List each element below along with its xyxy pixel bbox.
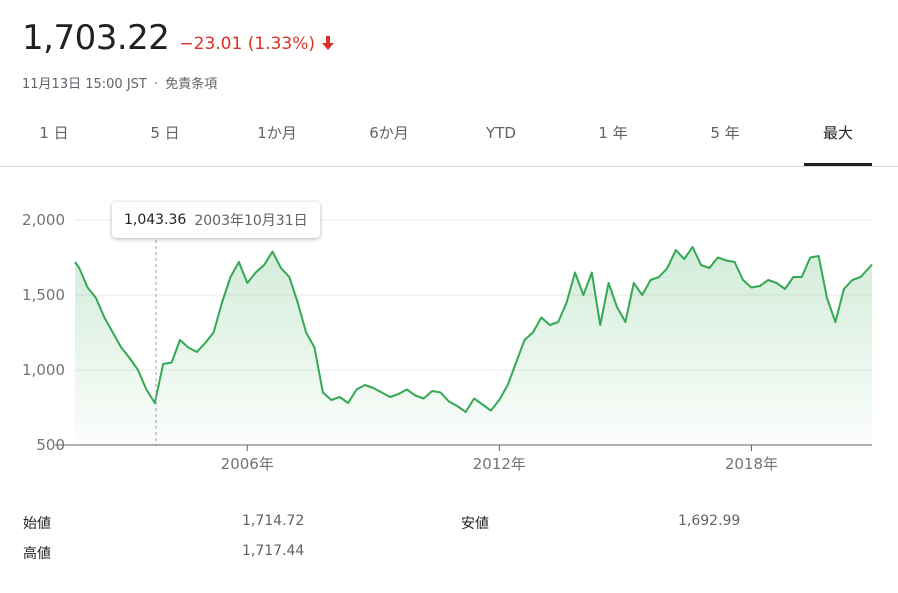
arrow-down-icon xyxy=(322,36,334,50)
low-value: 1,692.99 xyxy=(678,513,741,529)
range-tabs: 1 日 5 日 1か月 6か月 YTD 1 年 5 年 最大 xyxy=(0,110,898,167)
quote-header: 1,703.22 −23.01 (1.33%) xyxy=(22,18,335,58)
open-label: 始値 xyxy=(23,516,51,532)
tab-6-month[interactable]: 6か月 xyxy=(369,124,409,142)
tab-1-year[interactable]: 1 年 xyxy=(598,124,628,142)
high-value: 1,717.44 xyxy=(242,543,305,559)
tab-5-year[interactable]: 5 年 xyxy=(710,124,740,142)
x-tick-label: 2012年 xyxy=(473,455,526,473)
price-chart[interactable]: 500 1,000 1,500 2,000 2006年 2012年 2018年 xyxy=(0,190,898,480)
tooltip-value: 1,043.36 xyxy=(124,212,187,228)
price-area-fill xyxy=(75,247,872,445)
x-axis-labels: 2006年 2012年 2018年 xyxy=(221,445,778,473)
x-tick-label: 2006年 xyxy=(221,455,274,473)
current-price: 1,703.22 xyxy=(22,18,170,58)
open-value: 1,714.72 xyxy=(242,513,305,529)
x-tick-label: 2018年 xyxy=(725,455,778,473)
y-axis-labels: 500 1,000 1,500 2,000 xyxy=(22,211,65,454)
quote-timestamp: 11月13日 15:00 JST xyxy=(22,77,147,92)
price-change: −23.01 (1.33%) xyxy=(179,34,315,54)
tooltip-date: 2003年10月31日 xyxy=(194,213,308,229)
tab-max[interactable]: 最大 xyxy=(804,110,872,166)
hover-tooltip: 1,043.36 2003年10月31日 xyxy=(112,202,320,238)
high-label: 高値 xyxy=(23,546,51,562)
y-tick-label: 1,500 xyxy=(22,286,65,304)
quote-meta: 11月13日 15:00 JST · 免責条項 xyxy=(22,73,217,92)
tab-1-day[interactable]: 1 日 xyxy=(39,124,69,142)
disclaimer-link[interactable]: 免責条項 xyxy=(165,77,218,92)
y-tick-label: 500 xyxy=(36,436,65,454)
tab-1-month[interactable]: 1か月 xyxy=(257,124,297,142)
y-tick-label: 1,000 xyxy=(22,361,65,379)
meta-separator: · xyxy=(153,77,159,92)
price-line xyxy=(74,246,873,413)
y-tick-label: 2,000 xyxy=(22,211,65,229)
tab-ytd[interactable]: YTD xyxy=(486,124,516,142)
low-label: 安値 xyxy=(461,516,489,532)
tab-5-day[interactable]: 5 日 xyxy=(150,124,180,142)
